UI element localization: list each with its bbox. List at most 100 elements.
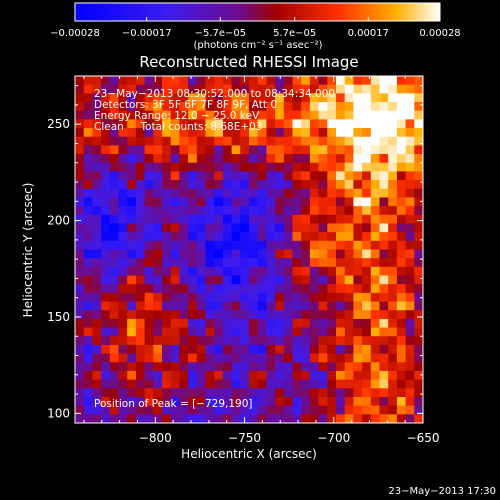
heatmap-cell (301, 318, 311, 329)
heatmap-cell (240, 162, 250, 173)
heatmap-cell (405, 102, 415, 112)
heatmap-cell (370, 180, 381, 190)
heatmap-cell (353, 370, 363, 381)
heatmap-cell (379, 180, 389, 190)
heatmap-cell (83, 119, 93, 129)
heatmap-cell (344, 370, 354, 381)
heatmap-cell (222, 223, 233, 233)
heatmap-cell (405, 362, 415, 372)
heatmap-cell (101, 84, 111, 94)
heatmap-cell (370, 197, 381, 207)
heatmap-cell (318, 405, 328, 415)
heatmap-cell (222, 197, 233, 207)
heatmap-cell (353, 344, 363, 355)
heatmap-cell (196, 344, 207, 355)
heatmap-cell (414, 128, 423, 138)
heatmap-cell (362, 362, 372, 372)
heatmap-cell (205, 396, 215, 407)
heatmap-cell (344, 318, 354, 329)
heatmap-cell (327, 93, 337, 103)
heatmap-cell (336, 292, 346, 303)
heatmap-cell (118, 162, 128, 173)
heatmap-cell (362, 84, 372, 94)
heatmap-cell (135, 154, 146, 164)
heatmap-cell (231, 301, 241, 311)
heatmap-cell (127, 162, 137, 173)
heatmap-cell (275, 93, 285, 103)
y-tick-label: 250 (47, 117, 70, 131)
heatmap-cell (405, 136, 415, 147)
heatmap-cell (336, 102, 346, 112)
x-tick-label: −800 (139, 431, 172, 445)
heatmap-cell (275, 396, 285, 407)
heatmap-cell (231, 76, 241, 86)
heatmap-cell (301, 232, 311, 242)
heatmap-cell (222, 171, 233, 181)
heatmap-cell (92, 145, 102, 155)
heatmap-cell (327, 232, 337, 242)
heatmap-cell (127, 414, 137, 423)
heatmap-cell (92, 171, 102, 181)
heatmap-cell (240, 249, 250, 259)
heatmap-cell (109, 318, 120, 329)
heatmap-cell (388, 180, 398, 190)
heatmap-cell (362, 232, 372, 242)
heatmap-cell (301, 344, 311, 355)
heatmap-cell (266, 206, 276, 216)
heatmap-cell (109, 379, 120, 389)
heatmap-cell (327, 301, 337, 311)
heatmap-cell (275, 284, 285, 294)
heatmap-cell (336, 76, 346, 86)
heatmap-cell (222, 388, 233, 398)
heatmap-cell (275, 162, 285, 173)
heatmap-cell (370, 318, 381, 329)
heatmap-cell (188, 128, 198, 138)
heatmap-cell (214, 93, 224, 103)
heatmap-cell (153, 258, 163, 268)
heatmap-cell (257, 370, 267, 381)
heatmap-cell (196, 301, 207, 311)
heatmap-cell (370, 154, 381, 164)
heatmap-cell (118, 292, 128, 303)
heatmap-cell (370, 266, 381, 277)
heatmap-cell (257, 405, 267, 415)
heatmap-cell (353, 362, 363, 372)
heatmap-cell (275, 128, 285, 138)
heatmap-cell (240, 84, 250, 94)
heatmap-cell (249, 76, 259, 86)
heatmap-cell (231, 119, 241, 129)
heatmap-cell (266, 405, 276, 415)
heatmap-cell (336, 388, 346, 398)
heatmap-cell (370, 388, 381, 398)
heatmap-cell (83, 154, 93, 164)
heatmap-cell (162, 171, 172, 181)
heatmap-cell (309, 388, 320, 398)
heatmap-cell (362, 136, 372, 147)
heatmap-cell (162, 197, 172, 207)
heatmap-cell (396, 232, 407, 242)
heatmap-cell (292, 353, 302, 363)
heatmap-cell (405, 93, 415, 103)
heatmap-cell (301, 197, 311, 207)
heatmap-cell (379, 232, 389, 242)
heatmap-cell (162, 188, 172, 199)
heatmap-cell (257, 136, 267, 147)
heatmap-cell (327, 214, 337, 225)
heatmap-cell (362, 145, 372, 155)
heatmap-cell (231, 214, 241, 225)
heatmap-cell (362, 258, 372, 268)
heatmap-cell (153, 162, 163, 173)
heatmap-cell (170, 292, 180, 303)
heatmap-cell (196, 162, 207, 173)
heatmap-cell (379, 76, 389, 86)
heatmap-cell (205, 275, 215, 285)
heatmap-cell (249, 154, 259, 164)
heatmap-cell (92, 396, 102, 407)
heatmap-cell (170, 284, 180, 294)
heatmap-cell (162, 128, 172, 138)
heatmap-cell (405, 154, 415, 164)
heatmap-cell (283, 93, 294, 103)
heatmap-cell (92, 301, 102, 311)
heatmap-cell (109, 388, 120, 398)
heatmap-cell (353, 284, 363, 294)
